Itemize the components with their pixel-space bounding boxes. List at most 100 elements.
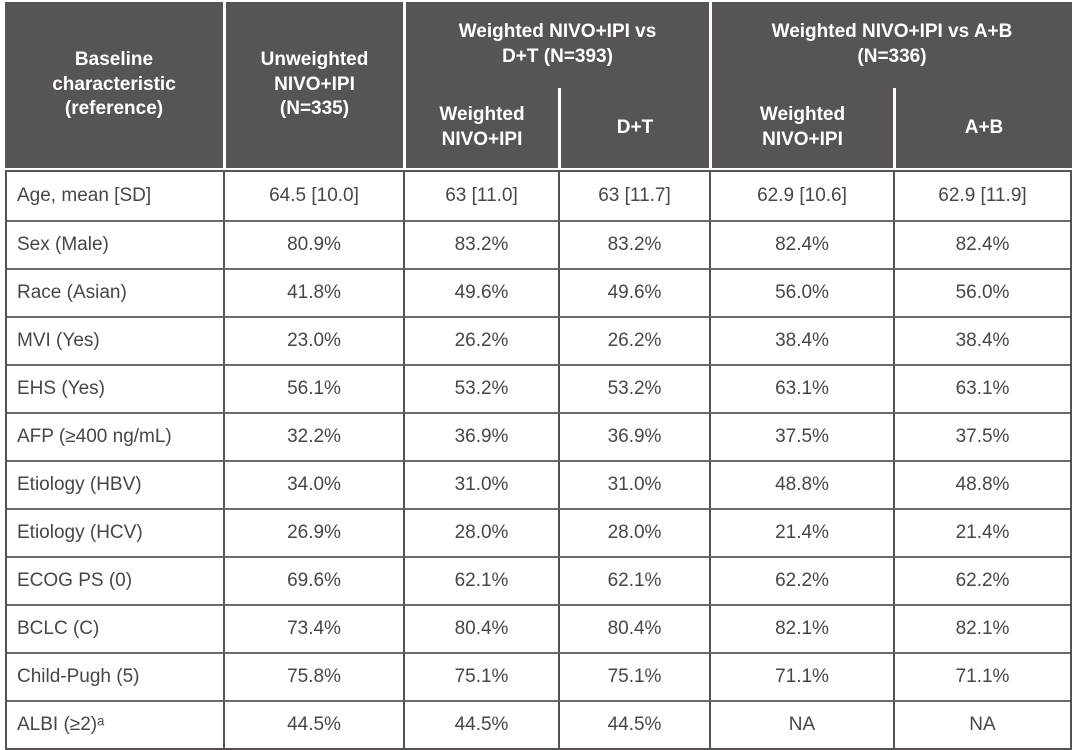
cell-value: 53.2% [403, 364, 558, 412]
header-group-dt-title-label: Weighted NIVO+IPI vs D+T (N=393) [458, 21, 657, 67]
cell-value: 49.6% [403, 268, 558, 316]
row-label: Age, mean [SD] [17, 185, 152, 206]
row-label: Sex (Male) [7, 220, 223, 268]
cell-value: 21.4% [709, 508, 893, 556]
row-label: EHS (Yes) [7, 364, 223, 412]
table-row-sex: Sex (Male) 80.9% 83.2% 83.2% 82.4% 82.4% [7, 220, 1070, 268]
table-row-etiology-hbv: Etiology (HBV) 34.0% 31.0% 31.0% 48.8% 4… [7, 460, 1070, 508]
header-dt-sub-weighted-label: Weighted NIVO+IPI [439, 104, 525, 150]
cell-value: 82.1% [893, 604, 1070, 652]
cell-value: 69.6% [223, 556, 403, 604]
row-label: BCLC (C) [7, 604, 223, 652]
row-label: AFP (≥400 ng/mL) [7, 412, 223, 460]
table-row-ehs: EHS (Yes) 56.1% 53.2% 53.2% 63.1% 63.1% [7, 364, 1070, 412]
cell-value: 36.9% [403, 412, 558, 460]
cell-value: 21.4% [893, 508, 1070, 556]
cell-value: 82.4% [893, 220, 1070, 268]
cell-value: 63.1% [893, 364, 1070, 412]
cell-value: 80.9% [223, 220, 403, 268]
cell-value: 37.5% [709, 412, 893, 460]
table-row-bclc: BCLC (C) 73.4% 80.4% 80.4% 82.1% 82.1% [7, 604, 1070, 652]
header-group-dt-title: Weighted NIVO+IPI vs D+T (N=393) [403, 2, 709, 88]
cell-value: 28.0% [558, 508, 709, 556]
cell-value: 48.8% [893, 460, 1070, 508]
header-baseline-label: Baseline characteristic (reference) [52, 48, 176, 120]
header-group-ab-title: Weighted NIVO+IPI vs A+B (N=336) [709, 2, 1072, 88]
row-label: MVI (Yes) [7, 316, 223, 364]
cell-value: 75.1% [403, 652, 558, 700]
cell-value: 62.1% [403, 556, 558, 604]
cell-value: 44.5% [403, 700, 558, 748]
cell-value: NA [893, 700, 1070, 748]
header-unweighted-nivo-ipi: Unweighted NIVO+IPI (N=335) [223, 2, 403, 168]
header-ab-sub-comparator-label: A+B [964, 116, 1004, 138]
cell-value: 56.1% [223, 364, 403, 412]
cell-value: 36.9% [558, 412, 709, 460]
cell-value: 26.9% [223, 508, 403, 556]
table-row-ecog: ECOG PS (0) 69.6% 62.1% 62.1% 62.2% 62.2… [7, 556, 1070, 604]
cell-value: 63 [11.7] [558, 172, 709, 220]
cell-value: 44.5% [223, 700, 403, 748]
cell-value: 56.0% [893, 268, 1070, 316]
cell-value: 31.0% [558, 460, 709, 508]
table-header: Baseline characteristic (reference) Unwe… [5, 2, 1072, 168]
cell-value: 34.0% [223, 460, 403, 508]
row-label: Race (Asian) [7, 268, 223, 316]
cell-value: NA [709, 700, 893, 748]
cell-value: 26.2% [558, 316, 709, 364]
header-ab-sub-comparator: A+B [893, 88, 1072, 168]
cell-value: 64.5 [10.0] [223, 172, 403, 220]
row-label: Child-Pugh (5) [7, 652, 223, 700]
row-label: Etiology (HBV) [7, 460, 223, 508]
cell-value: 56.0% [709, 268, 893, 316]
table-body: Age, mean [SD] 64.5 [10.0] 63 [11.0] 63 … [5, 170, 1072, 750]
header-group-ab-title-label: Weighted NIVO+IPI vs A+B (N=336) [771, 21, 1013, 67]
cell-value: 62.2% [709, 556, 893, 604]
row-label: ALBI (≥2)ᵃ [7, 700, 223, 748]
cell-value: 82.1% [709, 604, 893, 652]
cell-value: 71.1% [709, 652, 893, 700]
cell-value: 38.4% [709, 316, 893, 364]
cell-value: 28.0% [403, 508, 558, 556]
cell-value: 71.1% [893, 652, 1070, 700]
header-ab-sub-weighted: Weighted NIVO+IPI [709, 88, 893, 168]
table-row-albi: ALBI (≥2)ᵃ 44.5% 44.5% 44.5% NA NA [7, 700, 1070, 748]
cell-value: 82.4% [709, 220, 893, 268]
cell-value: 49.6% [558, 268, 709, 316]
cell-value: 75.1% [558, 652, 709, 700]
cell-value: 63 [11.0] [403, 172, 558, 220]
cell-value: 62.1% [558, 556, 709, 604]
row-label: ECOG PS (0) [7, 556, 223, 604]
cell-value: 32.2% [223, 412, 403, 460]
header-dt-sub-weighted: Weighted NIVO+IPI [403, 88, 558, 168]
cell-value: 73.4% [223, 604, 403, 652]
header-baseline-characteristic: Baseline characteristic (reference) [5, 2, 223, 168]
cell-value: 48.8% [709, 460, 893, 508]
table-row-etiology-hcv: Etiology (HCV) 26.9% 28.0% 28.0% 21.4% 2… [7, 508, 1070, 556]
cell-value: 62.9 [11.9] [893, 172, 1070, 220]
header-unweighted-label: Unweighted NIVO+IPI (N=335) [260, 48, 369, 120]
header-dt-sub-comparator-label: D+T [616, 116, 654, 138]
cell-value: 62.2% [893, 556, 1070, 604]
cell-value: 38.4% [893, 316, 1070, 364]
table-row-child-pugh: Child-Pugh (5) 75.8% 75.1% 75.1% 71.1% 7… [7, 652, 1070, 700]
table-row-mvi: MVI (Yes) 23.0% 26.2% 26.2% 38.4% 38.4% [7, 316, 1070, 364]
cell-value: 63.1% [709, 364, 893, 412]
cell-value: 31.0% [403, 460, 558, 508]
header-dt-sub-comparator: D+T [558, 88, 709, 168]
cell-value: 75.8% [223, 652, 403, 700]
cell-value: 44.5% [558, 700, 709, 748]
cell-value: 80.4% [558, 604, 709, 652]
cell-value: 83.2% [558, 220, 709, 268]
cell-value: 83.2% [403, 220, 558, 268]
cell-value: 26.2% [403, 316, 558, 364]
table-row-age: Age, mean [SD] 64.5 [10.0] 63 [11.0] 63 … [7, 172, 1070, 220]
cell-value: 62.9 [10.6] [709, 172, 893, 220]
table-row-afp: AFP (≥400 ng/mL) 32.2% 36.9% 36.9% 37.5%… [7, 412, 1070, 460]
cell-value: 41.8% [223, 268, 403, 316]
cell-value: 53.2% [558, 364, 709, 412]
header-ab-sub-weighted-label: Weighted NIVO+IPI [759, 104, 846, 150]
row-label: Etiology (HCV) [7, 508, 223, 556]
cell-value: 23.0% [223, 316, 403, 364]
table-row-race: Race (Asian) 41.8% 49.6% 49.6% 56.0% 56.… [7, 268, 1070, 316]
